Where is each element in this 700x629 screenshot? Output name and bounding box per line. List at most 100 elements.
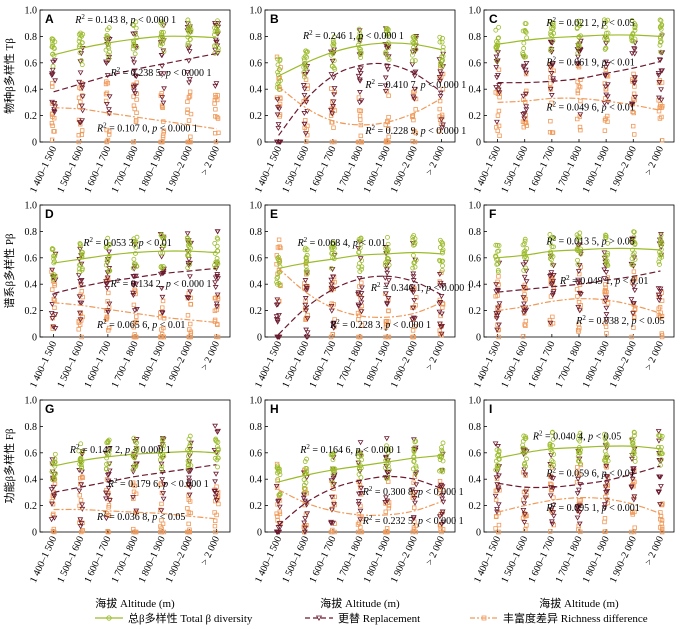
point-total xyxy=(632,25,638,31)
point-replacement xyxy=(274,105,281,111)
point-replacement xyxy=(133,74,140,80)
fit-line-richness xyxy=(278,86,442,126)
point-replacement xyxy=(576,521,583,527)
point-total xyxy=(383,245,388,251)
point-total xyxy=(79,449,85,455)
point-richness xyxy=(212,101,217,106)
point-replacement xyxy=(382,88,389,94)
point-replacement xyxy=(409,62,416,68)
panel-letter: B xyxy=(270,12,279,26)
point-replacement xyxy=(77,300,84,306)
point-total xyxy=(133,32,139,37)
annotation-part: R xyxy=(545,503,552,514)
panel-letter: F xyxy=(489,207,496,221)
point-replacement xyxy=(273,317,280,323)
point-replacement xyxy=(631,288,638,294)
point-richness xyxy=(576,83,582,89)
point-replacement xyxy=(574,505,581,511)
point-richness xyxy=(386,93,391,98)
point-replacement xyxy=(523,307,530,313)
point-replacement xyxy=(186,478,193,484)
point-total xyxy=(521,433,527,439)
annotation-part: p xyxy=(601,102,607,113)
point-replacement xyxy=(76,310,83,316)
point-richness xyxy=(523,527,528,532)
point-total xyxy=(603,45,609,51)
point-total xyxy=(658,49,664,55)
point-replacement xyxy=(49,501,55,507)
annotation-part: = 0.246 1, xyxy=(313,31,359,42)
point-replacement xyxy=(79,85,86,91)
x-tick-label: 1 600–1 700 xyxy=(526,145,557,195)
point-replacement xyxy=(273,529,280,535)
x-tick-label: 1 800–1 900 xyxy=(362,145,393,195)
point-total xyxy=(629,262,635,268)
point-richness xyxy=(524,88,529,94)
annotation-part: < 0.01 xyxy=(144,238,172,249)
point-replacement xyxy=(355,502,362,508)
point-total xyxy=(496,24,501,30)
point-total xyxy=(332,468,337,474)
point-richness xyxy=(578,98,583,104)
point-replacement xyxy=(411,316,418,322)
point-total xyxy=(106,41,111,47)
point-richness xyxy=(49,81,55,86)
point-total xyxy=(496,248,502,254)
point-total xyxy=(214,24,220,29)
point-replacement xyxy=(105,472,112,478)
point-richness xyxy=(103,81,109,87)
point-replacement xyxy=(104,286,111,292)
point-total xyxy=(104,257,110,262)
point-total xyxy=(548,29,554,35)
point-richness xyxy=(412,139,418,145)
row-ylabel: 物种β多样性 Tβ xyxy=(2,38,16,114)
point-richness xyxy=(51,511,56,517)
point-replacement xyxy=(603,92,610,98)
point-richness xyxy=(496,108,502,114)
point-replacement xyxy=(131,88,137,94)
point-replacement xyxy=(521,501,528,507)
point-replacement xyxy=(550,76,556,82)
point-total xyxy=(385,234,390,240)
annotation-part: p xyxy=(417,516,423,527)
point-total xyxy=(411,253,416,258)
point-total xyxy=(385,30,391,36)
point-replacement xyxy=(105,485,112,491)
x-tick-label: 1 500–1 600 xyxy=(55,145,86,195)
point-replacement xyxy=(495,444,501,450)
point-richness xyxy=(578,127,583,133)
fit-line-richness xyxy=(497,97,661,111)
annotation-part: = 0.143 8, xyxy=(85,15,131,26)
point-richness xyxy=(158,529,163,535)
point-richness xyxy=(440,305,445,310)
point-richness xyxy=(304,272,309,277)
point-richness xyxy=(79,334,84,340)
point-replacement xyxy=(273,483,280,489)
point-richness xyxy=(493,294,498,299)
point-total xyxy=(605,250,611,256)
point-richness xyxy=(134,80,139,85)
annotation-part: 2 xyxy=(369,514,373,522)
fit-line-replacement xyxy=(278,475,442,526)
x-tick-label: > 2 000 xyxy=(643,340,666,372)
legend-marker-replacement xyxy=(315,615,323,622)
point-replacement xyxy=(439,511,445,517)
point-richness xyxy=(496,123,502,129)
point-richness xyxy=(276,237,282,242)
point-total xyxy=(331,65,337,71)
annotation-part: < 0.000 1 xyxy=(423,487,464,498)
point-replacement xyxy=(357,90,363,96)
point-replacement xyxy=(496,83,503,89)
point-richness xyxy=(185,107,190,112)
x-tick-label: 1 700–1 800 xyxy=(554,340,585,390)
point-richness xyxy=(106,325,112,331)
point-total xyxy=(51,272,57,278)
point-replacement xyxy=(603,305,610,311)
point-richness xyxy=(213,92,218,98)
point-replacement xyxy=(77,317,84,323)
point-total xyxy=(131,256,137,262)
point-richness xyxy=(386,297,391,303)
point-replacement xyxy=(575,304,582,310)
x-tick-label: 1 400–1 500 xyxy=(253,145,284,195)
annotation-part: 2 xyxy=(76,443,80,451)
